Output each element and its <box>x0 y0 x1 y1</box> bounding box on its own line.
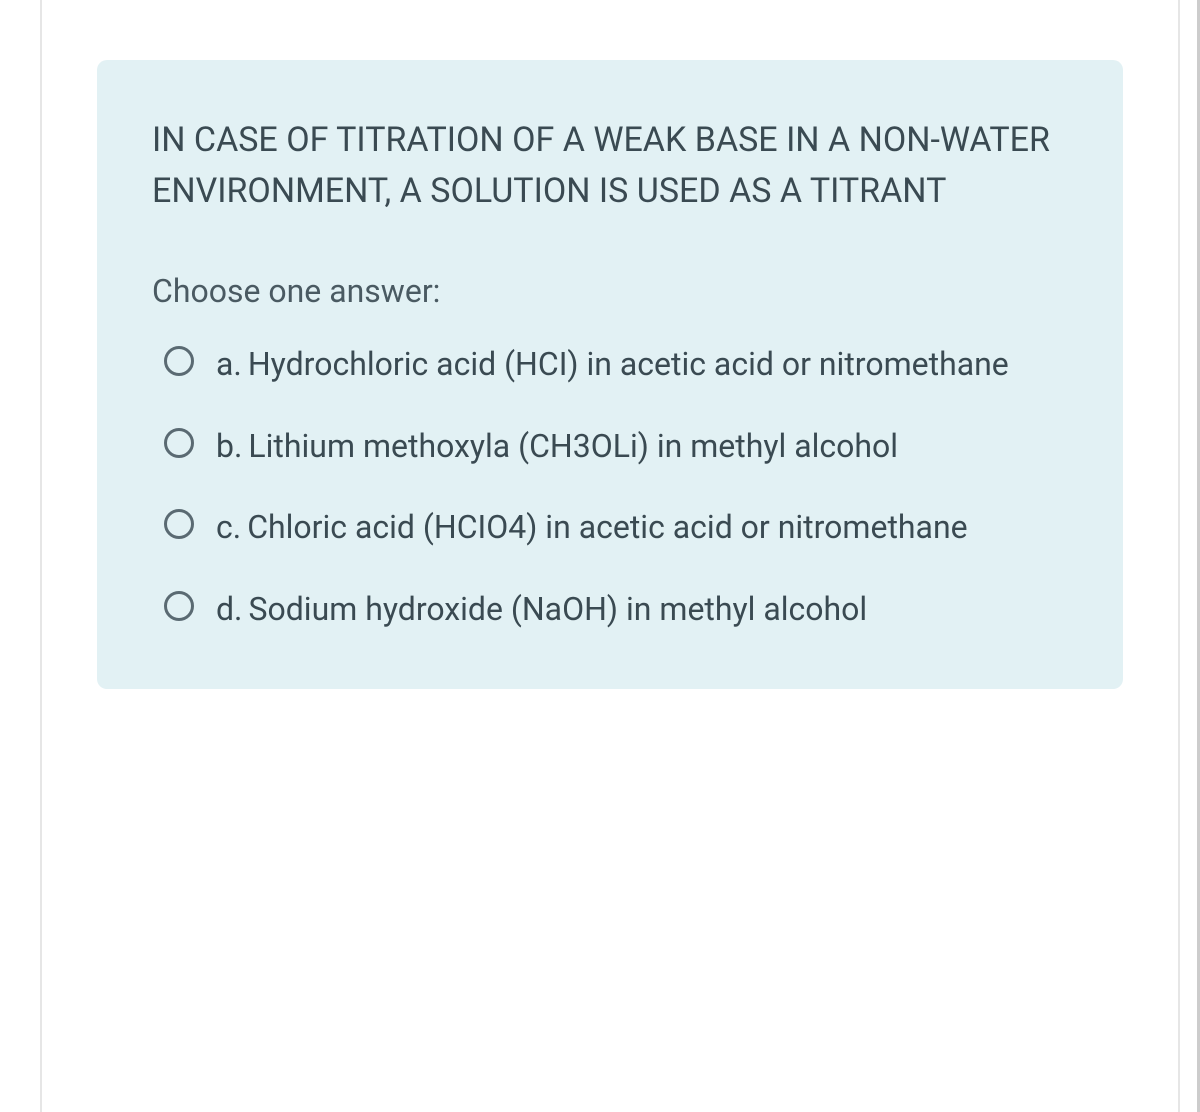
option-b[interactable]: b.Lithium methoxyla (CH3OLi) in methyl a… <box>164 422 1068 472</box>
option-a-label: Hydrochloric acid (HCI) in acetic acid o… <box>248 345 1009 383</box>
option-c-letter: c. <box>216 508 241 546</box>
radio-icon <box>164 509 194 539</box>
page-container: IN CASE OF TITRATION OF A WEAK BASE IN A… <box>40 0 1180 1112</box>
option-a-letter: a. <box>216 345 242 383</box>
option-d[interactable]: d.Sodium hydroxide (NaOH) in methyl alco… <box>164 585 1068 635</box>
option-b-letter: b. <box>216 427 242 465</box>
option-a[interactable]: a.Hydrochloric acid (HCI) in acetic acid… <box>164 340 1068 390</box>
option-c-label: Chloric acid (HCIO4) in acetic acid or n… <box>247 508 967 546</box>
option-c-text: c.Chloric acid (HCIO4) in acetic acid or… <box>216 503 968 553</box>
option-b-label: Lithium methoxyla (CH3OLi) in methyl alc… <box>248 427 898 465</box>
radio-icon <box>164 591 194 621</box>
option-d-text: d.Sodium hydroxide (NaOH) in methyl alco… <box>216 585 867 635</box>
radio-icon <box>164 346 194 376</box>
option-a-text: a.Hydrochloric acid (HCI) in acetic acid… <box>216 340 1009 390</box>
options-group: a.Hydrochloric acid (HCI) in acetic acid… <box>152 340 1068 634</box>
radio-icon <box>164 428 194 458</box>
answer-instruction: Choose one answer: <box>152 272 1068 310</box>
option-d-label: Sodium hydroxide (NaOH) in methyl alcoho… <box>248 590 867 628</box>
option-b-text: b.Lithium methoxyla (CH3OLi) in methyl a… <box>216 422 898 472</box>
option-d-letter: d. <box>216 590 242 628</box>
option-c[interactable]: c.Chloric acid (HCIO4) in acetic acid or… <box>164 503 1068 553</box>
question-prompt: IN CASE OF TITRATION OF A WEAK BASE IN A… <box>152 115 1068 217</box>
question-card: IN CASE OF TITRATION OF A WEAK BASE IN A… <box>97 60 1123 689</box>
